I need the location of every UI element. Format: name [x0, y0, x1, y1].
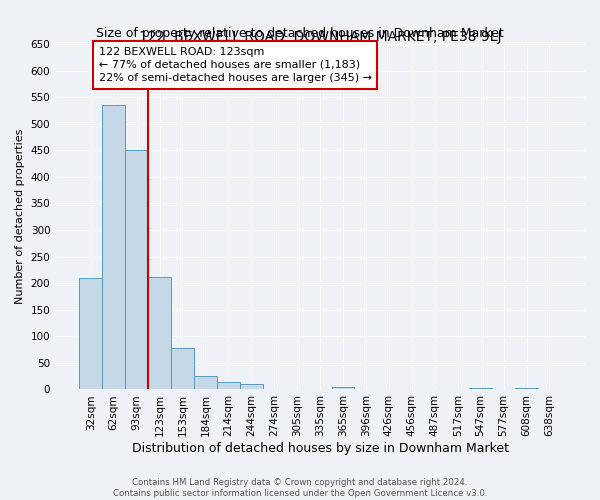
Bar: [194, 376, 217, 390]
Bar: [125, 150, 148, 390]
Bar: [171, 348, 194, 390]
Bar: [332, 387, 355, 390]
Bar: [102, 105, 125, 390]
Bar: [217, 382, 240, 390]
Y-axis label: Number of detached properties: Number of detached properties: [15, 129, 25, 304]
Bar: [240, 384, 263, 390]
X-axis label: Distribution of detached houses by size in Downham Market: Distribution of detached houses by size …: [131, 442, 509, 455]
Bar: [79, 278, 102, 390]
Bar: [148, 277, 171, 390]
Bar: [515, 388, 538, 390]
Text: Size of property relative to detached houses in Downham Market: Size of property relative to detached ho…: [96, 28, 504, 40]
Bar: [469, 388, 492, 390]
Text: 122 BEXWELL ROAD: 123sqm
← 77% of detached houses are smaller (1,183)
22% of sem: 122 BEXWELL ROAD: 123sqm ← 77% of detach…: [99, 46, 372, 83]
Text: Contains HM Land Registry data © Crown copyright and database right 2024.
Contai: Contains HM Land Registry data © Crown c…: [113, 478, 487, 498]
Title: 122, BEXWELL ROAD, DOWNHAM MARKET, PE38 9LJ: 122, BEXWELL ROAD, DOWNHAM MARKET, PE38 …: [139, 30, 502, 44]
